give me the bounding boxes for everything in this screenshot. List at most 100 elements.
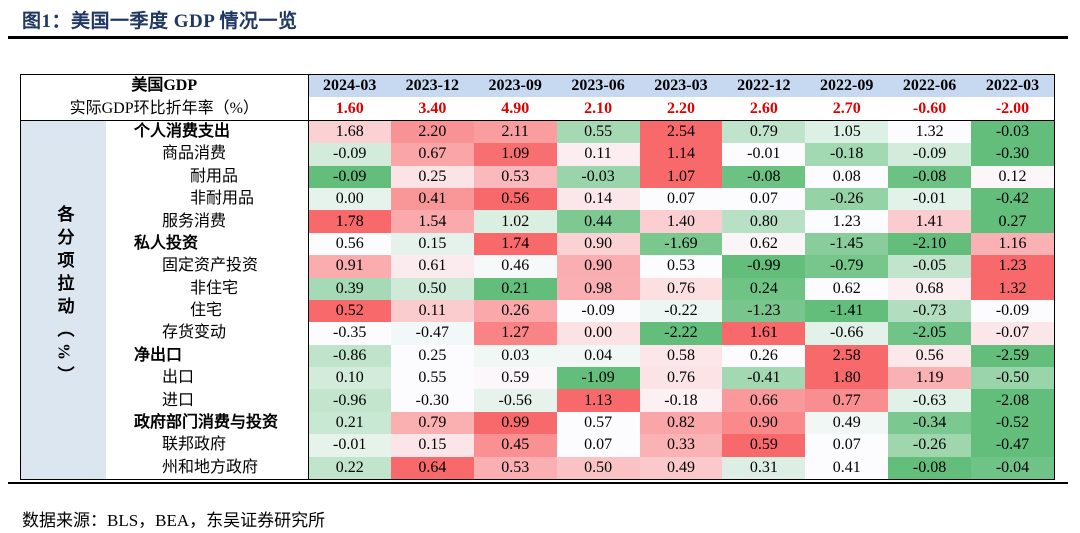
heatmap-cell: 0.53 xyxy=(473,165,557,188)
heatmap-cell: 0.21 xyxy=(473,277,557,300)
table-row: 服务消费 1.78 1.54 1.02 0.44 1.40 0.80 1.23 1.41 0.27 xyxy=(21,210,1054,233)
heatmap-cell: -0.73 xyxy=(888,299,971,323)
table-row: 出口 0.10 0.55 0.59 -1.09 0.76 -0.41 1.80 1.19 -0.5… xyxy=(21,367,1054,390)
heatmap-cell: 0.49 xyxy=(639,456,723,480)
heatmap-cell: 0.26 xyxy=(473,299,557,323)
heatmap-cell: -0.09 xyxy=(888,143,971,166)
table-row: 政府部门消费与投资 0.21 0.79 0.99 0.57 0.82 0.90 0.49 -0.… xyxy=(21,411,1054,435)
heatmap-cell: 1.23 xyxy=(805,210,889,233)
gdp-heatmap-table: 美国GDP 2024-03 2023-12 2023-09 2023-06 2023-0… xyxy=(20,74,1055,481)
heatmap-cell: 0.67 xyxy=(390,143,474,166)
heatmap-cell: -1.41 xyxy=(805,299,889,323)
figure-title: 图1：美国一季度 GDP 情况一览 xyxy=(22,11,298,32)
column-header: 2022-06 xyxy=(888,75,971,98)
heatmap-cell: -0.66 xyxy=(805,322,889,345)
table-row: 联邦政府 -0.01 0.15 0.45 0.07 0.33 0.59 0.07 -0.26 -0… xyxy=(21,434,1054,457)
heatmap-cell: 0.26 xyxy=(722,344,806,368)
heatmap-cell: 0.80 xyxy=(722,210,806,233)
heatmap-cell: -0.79 xyxy=(805,255,889,278)
heatmap-cell: 0.98 xyxy=(556,277,640,300)
heatmap-cell: -0.42 xyxy=(971,187,1054,211)
heatmap-cell: 0.39 xyxy=(308,277,391,300)
heatmap-cell: 1.16 xyxy=(971,232,1054,256)
header-row: 美国GDP 2024-03 2023-12 2023-09 2023-06 2023-0… xyxy=(21,75,1054,98)
table-row: 净出口 -0.86 0.25 0.03 0.04 0.58 0.26 2.58 0.56 -2.5… xyxy=(21,344,1054,368)
rate-label: 实际GDP环比折年率（%） xyxy=(21,97,309,121)
heatmap-cell: -1.23 xyxy=(722,299,806,323)
heatmap-cell: 0.25 xyxy=(390,165,474,188)
heatmap-cell: 2.20 xyxy=(390,120,474,144)
heatmap-cell: -1.09 xyxy=(556,367,640,390)
heatmap-cell: -0.47 xyxy=(971,434,1054,457)
heatmap-cell: 0.14 xyxy=(556,187,640,211)
heatmap-cell: 0.04 xyxy=(556,344,640,368)
header-label: 美国GDP xyxy=(21,75,309,98)
heatmap-cell: 0.44 xyxy=(556,210,640,233)
heatmap-cell: 0.64 xyxy=(390,456,474,480)
heatmap-cell: 0.68 xyxy=(888,277,971,300)
heatmap-cell: 0.10 xyxy=(308,367,391,390)
heatmap-cell: -0.99 xyxy=(722,255,806,278)
heatmap-cell: 0.11 xyxy=(390,299,474,323)
heatmap-cell: -0.03 xyxy=(556,165,640,188)
heatmap-cell: 0.08 xyxy=(805,165,889,188)
heatmap-cell: -0.50 xyxy=(971,367,1054,390)
heatmap-cell: 0.00 xyxy=(556,322,640,345)
heatmap-cell: -1.45 xyxy=(805,232,889,256)
column-header: 2023-09 xyxy=(473,75,557,98)
table-row: 住宅 0.52 0.11 0.26 -0.09 -0.22 -1.23 -1.41 -0.73-… xyxy=(21,299,1054,323)
heatmap-cell: 0.33 xyxy=(639,434,723,457)
heatmap-cell: -0.18 xyxy=(805,143,889,166)
heatmap-cell: -0.08 xyxy=(722,165,806,188)
heatmap-cell: 0.12 xyxy=(971,165,1054,188)
gdp-rate-row: 实际GDP环比折年率（%） 1.60 3.40 4.90 2.10 2.20 2.60 2.… xyxy=(21,97,1054,121)
row-label: 服务消费 xyxy=(106,210,309,233)
side-label-text: 各分项拉动（%） xyxy=(54,204,74,389)
heatmap-cell: -0.01 xyxy=(722,143,806,166)
column-header: 2022-09 xyxy=(805,75,889,98)
heatmap-cell: -0.47 xyxy=(390,322,474,345)
heatmap-cell: -0.41 xyxy=(722,367,806,390)
heatmap-cell: -0.08 xyxy=(888,456,971,480)
heatmap-cell: 1.19 xyxy=(888,367,971,390)
heatmap-cell: -0.26 xyxy=(888,434,971,457)
gdp-rate-value: 4.90 xyxy=(473,97,557,121)
row-label: 存货变动 xyxy=(106,322,309,345)
heatmap-cell: 0.46 xyxy=(473,255,557,278)
heatmap-cell: 0.59 xyxy=(473,367,557,390)
column-header: 2022-03 xyxy=(971,75,1054,98)
heatmap-cell: 1.13 xyxy=(556,389,640,412)
gdp-rate-value: 2.60 xyxy=(722,97,806,121)
heatmap-cell: 1.27 xyxy=(473,322,557,345)
heatmap-cell: 0.90 xyxy=(722,411,806,435)
heatmap-cell: -0.26 xyxy=(805,187,889,211)
heatmap-cell: 0.58 xyxy=(639,344,723,368)
heatmap-cell: -0.05 xyxy=(888,255,971,278)
heatmap-cell: -2.05 xyxy=(888,322,971,345)
side-label: 各分项拉动（%） xyxy=(21,120,106,480)
heatmap-cell: -0.35 xyxy=(308,322,391,345)
heatmap-cell: 1.54 xyxy=(390,210,474,233)
heatmap-cell: 0.45 xyxy=(473,434,557,457)
heatmap-cell: -0.52 xyxy=(971,411,1054,435)
table-row: 非耐用品 0.00 0.41 0.56 0.14 0.07 0.07 -0.26 -0.01 -0… xyxy=(21,187,1054,211)
column-header: 2023-12 xyxy=(390,75,474,98)
heatmap-cell: -0.30 xyxy=(390,389,474,412)
heatmap-cell: 0.99 xyxy=(473,411,557,435)
heatmap-cell: -1.69 xyxy=(639,232,723,256)
bottom-rule xyxy=(8,482,1068,484)
heatmap-cell: 1.80 xyxy=(805,367,889,390)
table-row: 非住宅 0.39 0.50 0.21 0.98 0.76 0.24 0.62 0.68 1.32 xyxy=(21,277,1054,300)
gdp-rate-value: 1.60 xyxy=(308,97,391,121)
row-label: 政府部门消费与投资 xyxy=(106,411,309,435)
column-header: 2022-12 xyxy=(722,75,806,98)
heatmap-cell: 1.05 xyxy=(805,120,889,144)
table-row: 商品消费 -0.09 0.67 1.09 0.11 1.14 -0.01 -0.18 -0.09… xyxy=(21,143,1054,166)
table-row: 私人投资 0.56 0.15 1.74 0.90 -1.69 0.62 -1.45 -2.10 1… xyxy=(21,232,1054,256)
heatmap-cell: 0.22 xyxy=(308,456,391,480)
heatmap-cell: 0.07 xyxy=(805,434,889,457)
heatmap-cell: 0.07 xyxy=(556,434,640,457)
heatmap-cell: 2.54 xyxy=(639,120,723,144)
gdp-rate-value: 2.70 xyxy=(805,97,889,121)
heatmap-cell: 0.15 xyxy=(390,434,474,457)
